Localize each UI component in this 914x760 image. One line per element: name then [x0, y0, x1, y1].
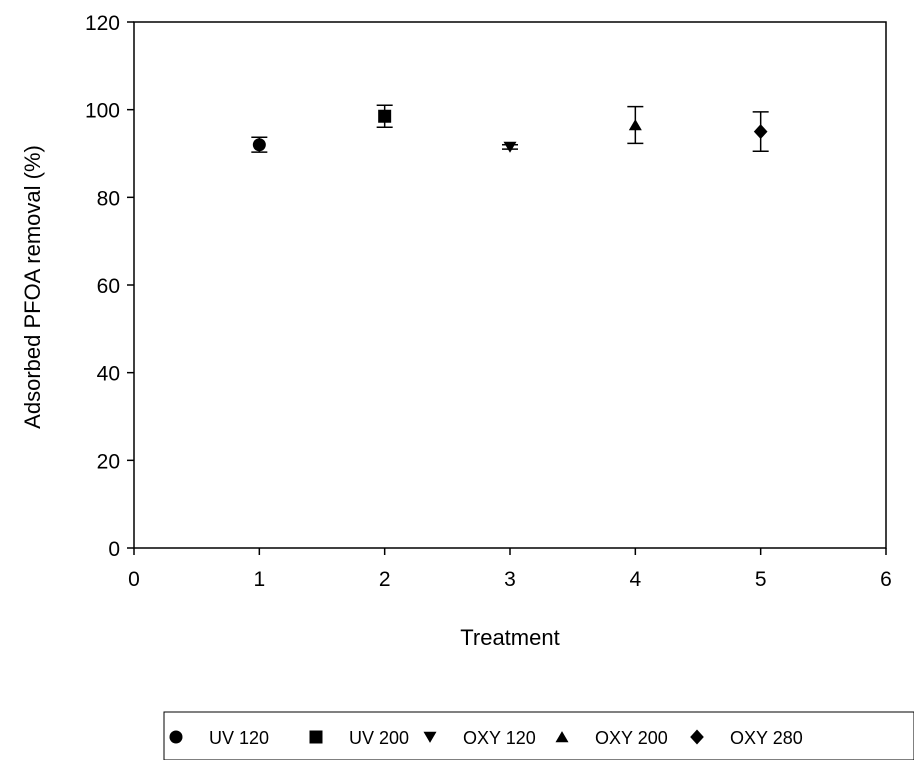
y-tick-label: 20 — [97, 450, 120, 473]
data-marker — [252, 138, 266, 152]
legend-entry: OXY 200 — [555, 728, 668, 748]
legend-marker — [309, 730, 323, 744]
legend-box — [163, 711, 914, 760]
y-tick-label: 80 — [97, 187, 120, 210]
x-tick-label: 3 — [504, 568, 516, 591]
data-marker — [503, 141, 517, 153]
legend: UV 120 UV 200 OXY 120 OXY 200 OXY 280 — [163, 711, 914, 760]
data-point — [752, 111, 769, 153]
data-marker — [378, 109, 392, 123]
data-point — [376, 104, 393, 128]
y-tick-label: 100 — [85, 100, 120, 123]
legend-entry: UV 120 — [169, 728, 269, 748]
y-axis-title: Adsorbed PFOA removal (%) — [20, 145, 45, 429]
data-point — [502, 141, 518, 153]
legend-entry: OXY 280 — [690, 728, 803, 748]
legend-marker — [423, 731, 437, 743]
y-tick-label: 60 — [97, 275, 120, 298]
legend-label: UV 120 — [209, 728, 269, 748]
plot-area — [133, 21, 887, 549]
data-point — [251, 136, 268, 153]
legend-label: UV 200 — [349, 728, 409, 748]
x-tick-label: 6 — [880, 568, 892, 591]
legend-label: OXY 120 — [463, 728, 536, 748]
legend-entry: OXY 120 — [423, 728, 536, 748]
x-tick-label: 2 — [379, 568, 391, 591]
data-point — [627, 105, 644, 145]
x-tick-label: 1 — [253, 568, 265, 591]
y-tick-label: 40 — [97, 363, 120, 386]
legend-label: OXY 200 — [595, 728, 668, 748]
legend-label: OXY 280 — [730, 728, 803, 748]
x-tick-label: 5 — [755, 568, 767, 591]
y-tick-label: 120 — [85, 12, 120, 35]
legend-marker — [169, 730, 183, 744]
x-tick-label: 4 — [629, 568, 641, 591]
plot-frame — [133, 21, 887, 549]
x-axis-title: Treatment — [460, 625, 559, 650]
data-marker — [628, 119, 642, 131]
legend-marker — [690, 729, 704, 745]
x-tick-label: 0 — [128, 568, 140, 591]
y-tick-label: 0 — [108, 538, 120, 561]
legend-marker — [555, 731, 569, 743]
data-marks — [251, 104, 769, 153]
legend-entry: UV 200 — [309, 728, 409, 748]
data-marker — [753, 124, 768, 140]
